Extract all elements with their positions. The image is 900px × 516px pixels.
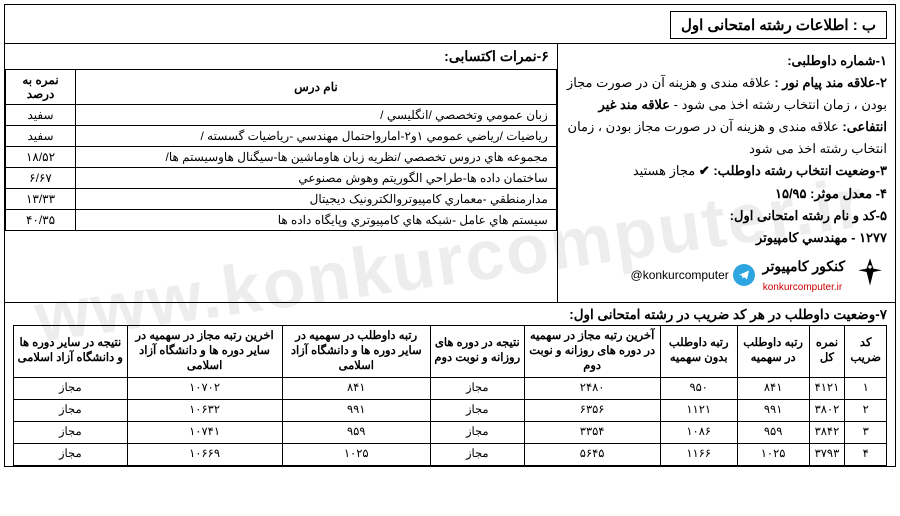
rank-header: نتیجه در سایر دوره ها و دانشگاه آزاد اسل… <box>14 325 128 377</box>
rank-cell: ۹۵۹ <box>282 421 430 443</box>
score-cell: ۱۸/۵۲ <box>6 147 76 168</box>
rank-cell: ۱۱۶۶ <box>660 443 737 465</box>
rank-cell: ۲ <box>845 399 887 421</box>
rank-table: کد ضریبنمره کلرتبه داوطلب در سهمیهرتبه د… <box>13 325 887 466</box>
rank-cell: مجاز <box>430 421 524 443</box>
rank-cell: ۳۳۵۴ <box>524 421 660 443</box>
rank-cell: مجاز <box>14 377 128 399</box>
table-row: ۱۴۱۲۱۸۴۱۹۵۰۲۴۸۰مجاز۸۴۱۱۰۷۰۲مجاز <box>14 377 887 399</box>
scores-title: ۶-نمرات اکتسابی: <box>5 44 557 69</box>
scores-table: نام درسنمره به درصد زبان عمومي وتخصصي /ا… <box>5 69 557 231</box>
rank-cell: ۹۵۰ <box>660 377 737 399</box>
info-column: ۱-شماره داوطلبی: ۲-علاقه مند پیام نور : … <box>557 44 895 302</box>
page-container: ب : اطلاعات رشته امتحانی اول ۱-شماره داو… <box>4 4 896 467</box>
rank-cell: ۸۴۱ <box>737 377 809 399</box>
rank-header: آخرین رتبه مجاز در سهمیه در دوره های روز… <box>524 325 660 377</box>
rank-cell: مجاز <box>430 443 524 465</box>
score-cell: سفید <box>6 126 76 147</box>
rank-header: کد ضریب <box>845 325 887 377</box>
top-row: ۱-شماره داوطلبی: ۲-علاقه مند پیام نور : … <box>5 43 895 302</box>
rank-cell: ۳ <box>845 421 887 443</box>
check-icon: ✔ <box>699 160 710 182</box>
label-major-code: ۵-کد و نام رشته امتحانی اول: <box>566 205 887 227</box>
rank-cell: ۱۰۲۵ <box>282 443 430 465</box>
rank-cell: ۱۰۲۵ <box>737 443 809 465</box>
rank-cell: ۱۰۸۶ <box>660 421 737 443</box>
brand-fa: کنکور کامپیوتر <box>763 255 845 279</box>
table-row: ساختمان داده ها-طراحي الگوريتم وهوش مصنو… <box>6 168 557 189</box>
rank-cell: ۱۰۶۶۹ <box>127 443 282 465</box>
rank-cell: ۱۰۷۴۱ <box>127 421 282 443</box>
rank-header: رتبه داوطلب در سهمیه <box>737 325 809 377</box>
rank-cell: ۴۱۲۱ <box>809 377 845 399</box>
rank-cell: مجاز <box>14 421 128 443</box>
section-header: ب : اطلاعات رشته امتحانی اول <box>670 11 887 39</box>
rank-cell: ۵۶۴۵ <box>524 443 660 465</box>
rank-cell: مجاز <box>14 443 128 465</box>
table-row: ۴۳۷۹۳۱۰۲۵۱۱۶۶۵۶۴۵مجاز۱۰۲۵۱۰۶۶۹مجاز <box>14 443 887 465</box>
rank-header: نمره کل <box>809 325 845 377</box>
table-row: ۳۳۸۴۲۹۵۹۱۰۸۶۳۳۵۴مجاز۹۵۹۱۰۷۴۱مجاز <box>14 421 887 443</box>
score-cell: ۴۰/۳۵ <box>6 210 76 231</box>
rank-cell: ۱۰۶۳۲ <box>127 399 282 421</box>
scores-column: ۶-نمرات اکتسابی: نام درسنمره به درصد زبا… <box>5 44 557 302</box>
rank-cell: ۴ <box>845 443 887 465</box>
table-row: رياضيات /رياضي عمومي ۱و۲-امارواحتمال مهن… <box>6 126 557 147</box>
brand-row: کنکور کامپیوتر konkurcomputer.ir @konkur… <box>566 255 887 296</box>
text-nonprofit: علاقه مندی و هزینه آن در صورت مجاز بودن … <box>568 119 887 156</box>
table-row: مجموعه هاي دروس تخصصي /نظريه زبان هاوماش… <box>6 147 557 168</box>
rank-cell: ۳۸۰۲ <box>809 399 845 421</box>
rank-cell: ۶۳۵۶ <box>524 399 660 421</box>
rank-cell: ۳۸۴۲ <box>809 421 845 443</box>
rank-cell: ۲۴۸۰ <box>524 377 660 399</box>
score-cell: ۶/۶۷ <box>6 168 76 189</box>
rank-cell: ۱۰۷۰۲ <box>127 377 282 399</box>
table-row: ۲۳۸۰۲۹۹۱۱۱۲۱۶۳۵۶مجاز۹۹۱۱۰۶۳۲مجاز <box>14 399 887 421</box>
rank-header: اخرین رتبه مجاز در سهمیه در سایر دوره ها… <box>127 325 282 377</box>
scores-header: نام درس <box>76 70 557 105</box>
label-pnu: ۲-علاقه مند پیام نور : <box>774 75 887 90</box>
pen-icon <box>853 255 887 296</box>
score-cell: ۱۳/۳۳ <box>6 189 76 210</box>
brand-en: konkurcomputer.ir <box>763 279 845 296</box>
value-major-code: ۱۲۷۷ - مهندسي کامپيوتر <box>566 227 887 249</box>
rank-header: نتیجه در دوره های روزانه و نوبت دوم <box>430 325 524 377</box>
label-status: ۳-وضعیت انتخاب رشته داوطلب: <box>713 163 887 178</box>
table-row: سيستم هاي عامل -شبکه هاي کامپيوتري وپايگ… <box>6 210 557 231</box>
course-name-cell: زبان عمومي وتخصصي /انگليسي / <box>76 105 557 126</box>
telegram-icon <box>733 264 755 286</box>
telegram-handle[interactable]: @konkurcomputer <box>631 264 755 286</box>
value-gpa: ۱۵/۹۵ <box>775 186 807 201</box>
label-applicant-no: ۱-شماره داوطلبی: <box>787 53 887 68</box>
table-row: زبان عمومي وتخصصي /انگليسي /سفید <box>6 105 557 126</box>
rank-cell: ۸۴۱ <box>282 377 430 399</box>
rank-cell: مجاز <box>14 399 128 421</box>
rank-cell: ۱ <box>845 377 887 399</box>
rank-cell: ۳۷۹۳ <box>809 443 845 465</box>
rank-cell: مجاز <box>430 399 524 421</box>
value-status: مجاز هستید <box>633 163 695 178</box>
rank-header: رتبه داوطلب بدون سهمیه <box>660 325 737 377</box>
rank-cell: ۹۹۱ <box>737 399 809 421</box>
rank-cell: ۱۱۲۱ <box>660 399 737 421</box>
course-name-cell: مجموعه هاي دروس تخصصي /نظريه زبان هاوماش… <box>76 147 557 168</box>
rank-header: رتبه داوطلب در سهمیه در سایر دوره ها و د… <box>282 325 430 377</box>
course-name-cell: رياضيات /رياضي عمومي ۱و۲-امارواحتمال مهن… <box>76 126 557 147</box>
score-cell: سفید <box>6 105 76 126</box>
scores-header: نمره به درصد <box>6 70 76 105</box>
course-name-cell: ساختمان داده ها-طراحي الگوريتم وهوش مصنو… <box>76 168 557 189</box>
brand-text: کنکور کامپیوتر konkurcomputer.ir <box>763 255 845 296</box>
section-7-title: ۷-وضعیت داوطلب در هر کد ضریب در رشته امت… <box>13 307 887 323</box>
course-name-cell: مدارمنطقي -معماري کامپيوتروالکترونيک ديج… <box>76 189 557 210</box>
rank-cell: مجاز <box>430 377 524 399</box>
rank-cell: ۹۵۹ <box>737 421 809 443</box>
course-name-cell: سيستم هاي عامل -شبکه هاي کامپيوتري وپايگ… <box>76 210 557 231</box>
table-row: مدارمنطقي -معماري کامپيوتروالکترونيک ديج… <box>6 189 557 210</box>
section-7: ۷-وضعیت داوطلب در هر کد ضریب در رشته امت… <box>5 302 895 466</box>
label-gpa: ۴- معدل موثر: <box>810 186 887 201</box>
telegram-text: @konkurcomputer <box>631 265 729 285</box>
rank-cell: ۹۹۱ <box>282 399 430 421</box>
